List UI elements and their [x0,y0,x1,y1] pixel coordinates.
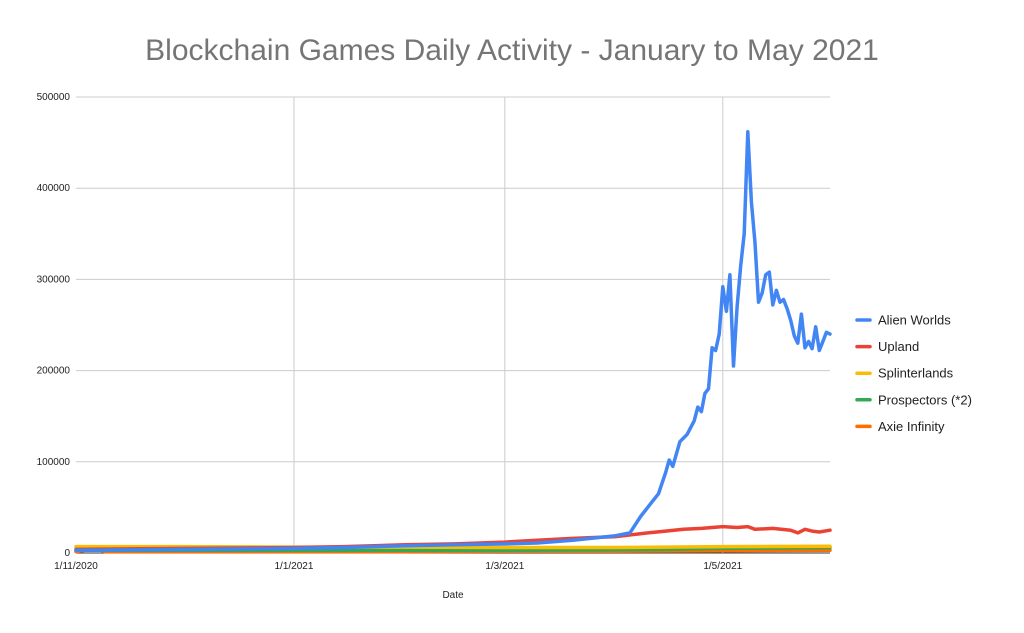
legend-label: Prospectors (*2) [878,392,972,407]
x-tick-label: 1/11/2020 [54,561,98,572]
grid [76,96,830,554]
y-tick-label: 200000 [37,366,71,377]
x-tick-label: 1/5/2021 [703,561,742,572]
y-tick-label: 100000 [37,457,71,468]
chart-title: Blockchain Games Daily Activity - Januar… [145,34,879,67]
y-tick-label: 300000 [37,274,71,285]
y-tick-label: 400000 [37,183,71,194]
x-tick-label: 1/3/2021 [485,561,524,572]
series-line-alien-worlds [74,129,832,553]
x-axis-ticks: 1/11/2020 1/1/2021 1/3/2021 1/5/2021 [54,561,743,572]
legend: Alien Worlds Upland Splinterlands Prospecto… [855,313,972,434]
legend-label: Splinterlands [878,366,954,381]
y-tick-label: 0 [64,548,70,559]
x-axis-label: Date [442,590,464,601]
series-lines [74,129,832,554]
x-tick-label: 1/1/2021 [275,561,314,572]
legend-label: Upland [878,339,919,354]
y-axis-ticks: 0 100000 200000 300000 400000 500000 [37,92,71,559]
legend-label: Axie Infinity [878,419,945,434]
y-tick-label: 500000 [37,92,71,103]
legend-label: Alien Worlds [878,313,951,328]
